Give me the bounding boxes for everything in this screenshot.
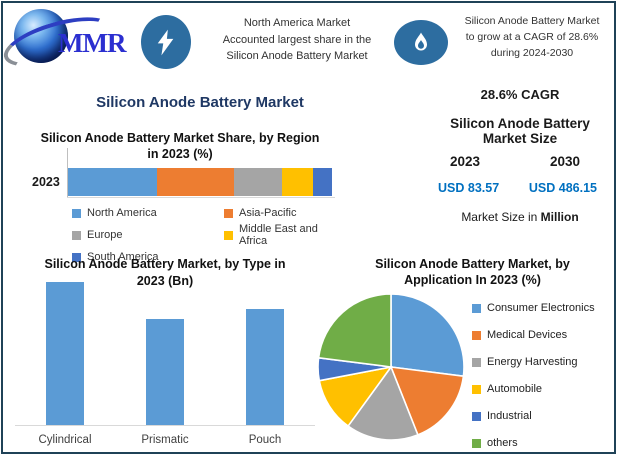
value-start: USD 83.57 [438,181,500,195]
legend-swatch [472,303,481,313]
type-axis-labels: Cylindrical Prismatic Pouch [15,434,315,446]
legend-item-industrial: Industrial [472,410,595,422]
globe-icon [14,9,68,63]
note-unit: Million [540,210,579,224]
region-category-label: 2023 [32,175,60,189]
type-plot-area [15,282,315,426]
market-size-note: Market Size in Million [420,210,620,224]
application-pie-chart: Silicon Anode Battery Market, by Applica… [315,253,615,453]
region-legend: North America Asia-Pacific Europe Middle Ea… [72,207,340,263]
bar-cylindrical [46,282,84,425]
flame-icon [394,20,448,65]
cagr-value: 28.6% CAGR [480,87,560,102]
axis-label-pouch: Pouch [248,434,282,446]
pie-graphic [317,293,465,441]
bar-column-pouch [215,309,315,425]
mmr-logo: MMR [0,6,141,77]
legend-item-europe: Europe [72,223,224,247]
legend-item-medical-devices: Medical Devices [472,329,595,341]
legend-swatch [472,357,481,367]
fact-line: Silicon Anode Battery Market [226,50,368,62]
bar-column-prismatic [115,319,215,425]
legend-label: Energy Harvesting [487,356,578,368]
logo-text: MMR [58,28,126,58]
legend-label: North America [87,207,157,219]
pie-slice-medical-devices [389,366,465,436]
page-title: Silicon Anode Battery Market [96,94,304,111]
bar-prismatic [146,319,184,425]
type-chart-title: Silicon Anode Battery Market, by Type in… [44,257,286,288]
legend-label: Asia-Pacific [239,207,297,219]
legend-swatch [72,252,81,262]
legend-label: Middle East and Africa [239,223,318,247]
region-share-chart: Silicon Anode Battery Market Share, by R… [20,127,340,263]
fact-line: to grow at a CAGR of 28.6% [465,31,599,43]
legend-item-energy-harvesting: Energy Harvesting [472,356,595,368]
note-prefix: Market Size in [461,210,541,224]
pie-slice-energy-harvesting [346,365,419,441]
region-bar-row: 2023 [20,168,340,197]
year-end: 2030 [549,154,580,169]
fact-line: Accounted largest share in the [222,33,372,46]
legend-item-others: others [472,437,595,449]
bar-segment-asia-pacific [157,168,234,196]
pie-slice-others [317,293,392,368]
year-start: 2023 [450,154,481,169]
year-row: 2023 2030 [420,154,620,169]
legend-swatch [472,384,481,394]
region-chart-title: Silicon Anode Battery Market Share, by R… [40,131,320,161]
axis-label-cylindrical: Cylindrical [38,434,92,446]
region-x-axis [67,197,335,198]
bar-column-cylindrical [15,282,115,425]
fact-cagr-growth: Silicon Anode Battery Market to grow at … [449,13,615,61]
market-size-title: Silicon Anode Battery Market Size [450,116,590,146]
pie-chart-title: Silicon Anode Battery Market, by Applica… [375,257,570,287]
legend-label: others [487,437,518,449]
fact-line: North America Market [243,17,351,29]
region-stacked-bar [67,168,332,196]
outer-border [1,1,616,454]
legend-swatch [472,438,481,448]
region-y-axis [67,148,68,197]
legend-label: Automobile [487,383,543,395]
legend-label: South America [87,251,159,263]
legend-item-automobile: Automobile [472,383,595,395]
legend-swatch [224,230,233,240]
value-row: USD 83.57 USD 486.15 [420,181,620,195]
lightning-bolt-icon [141,15,191,69]
legend-item-middle-east-and-africa: Middle East and Africa [224,223,340,247]
axis-label-prismatic: Prismatic [141,434,189,446]
fact-north-america: North America Market Accounted largest s… [202,15,392,65]
legend-label: Medical Devices [487,329,568,341]
legend-item-south-america: South America [72,251,224,263]
value-end: USD 486.15 [528,181,597,195]
legend-swatch [224,208,233,218]
legend-label: Europe [87,229,123,241]
legend-swatch [72,230,81,240]
bar-pouch [246,309,284,425]
legend-swatch [472,411,481,421]
pie-slice-consumer-electronics [390,293,465,378]
fact-line: during 2024-2030 [490,47,574,59]
bar-segment-north-america [67,168,158,196]
pie-legend: Consumer Electronics Medical Devices Energ… [472,302,595,449]
fact-line: Silicon Anode Battery Market [464,15,600,27]
legend-item-consumer-electronics: Consumer Electronics [472,302,595,314]
type-bar-chart: Silicon Anode Battery Market, by Type in… [15,253,315,446]
legend-item-north-america: North America [72,207,224,219]
market-size-panel: 28.6% CAGR Silicon Anode Battery Market … [420,87,620,224]
legend-swatch [472,330,481,340]
bar-segment-europe [233,168,282,196]
bar-segment-middle-east-and-africa [281,168,314,196]
legend-swatch [72,208,81,218]
legend-item-asia-pacific: Asia-Pacific [224,207,340,219]
legend-label: Consumer Electronics [487,302,595,314]
legend-label: Industrial [487,410,532,422]
bar-segment-south-america [313,168,332,196]
